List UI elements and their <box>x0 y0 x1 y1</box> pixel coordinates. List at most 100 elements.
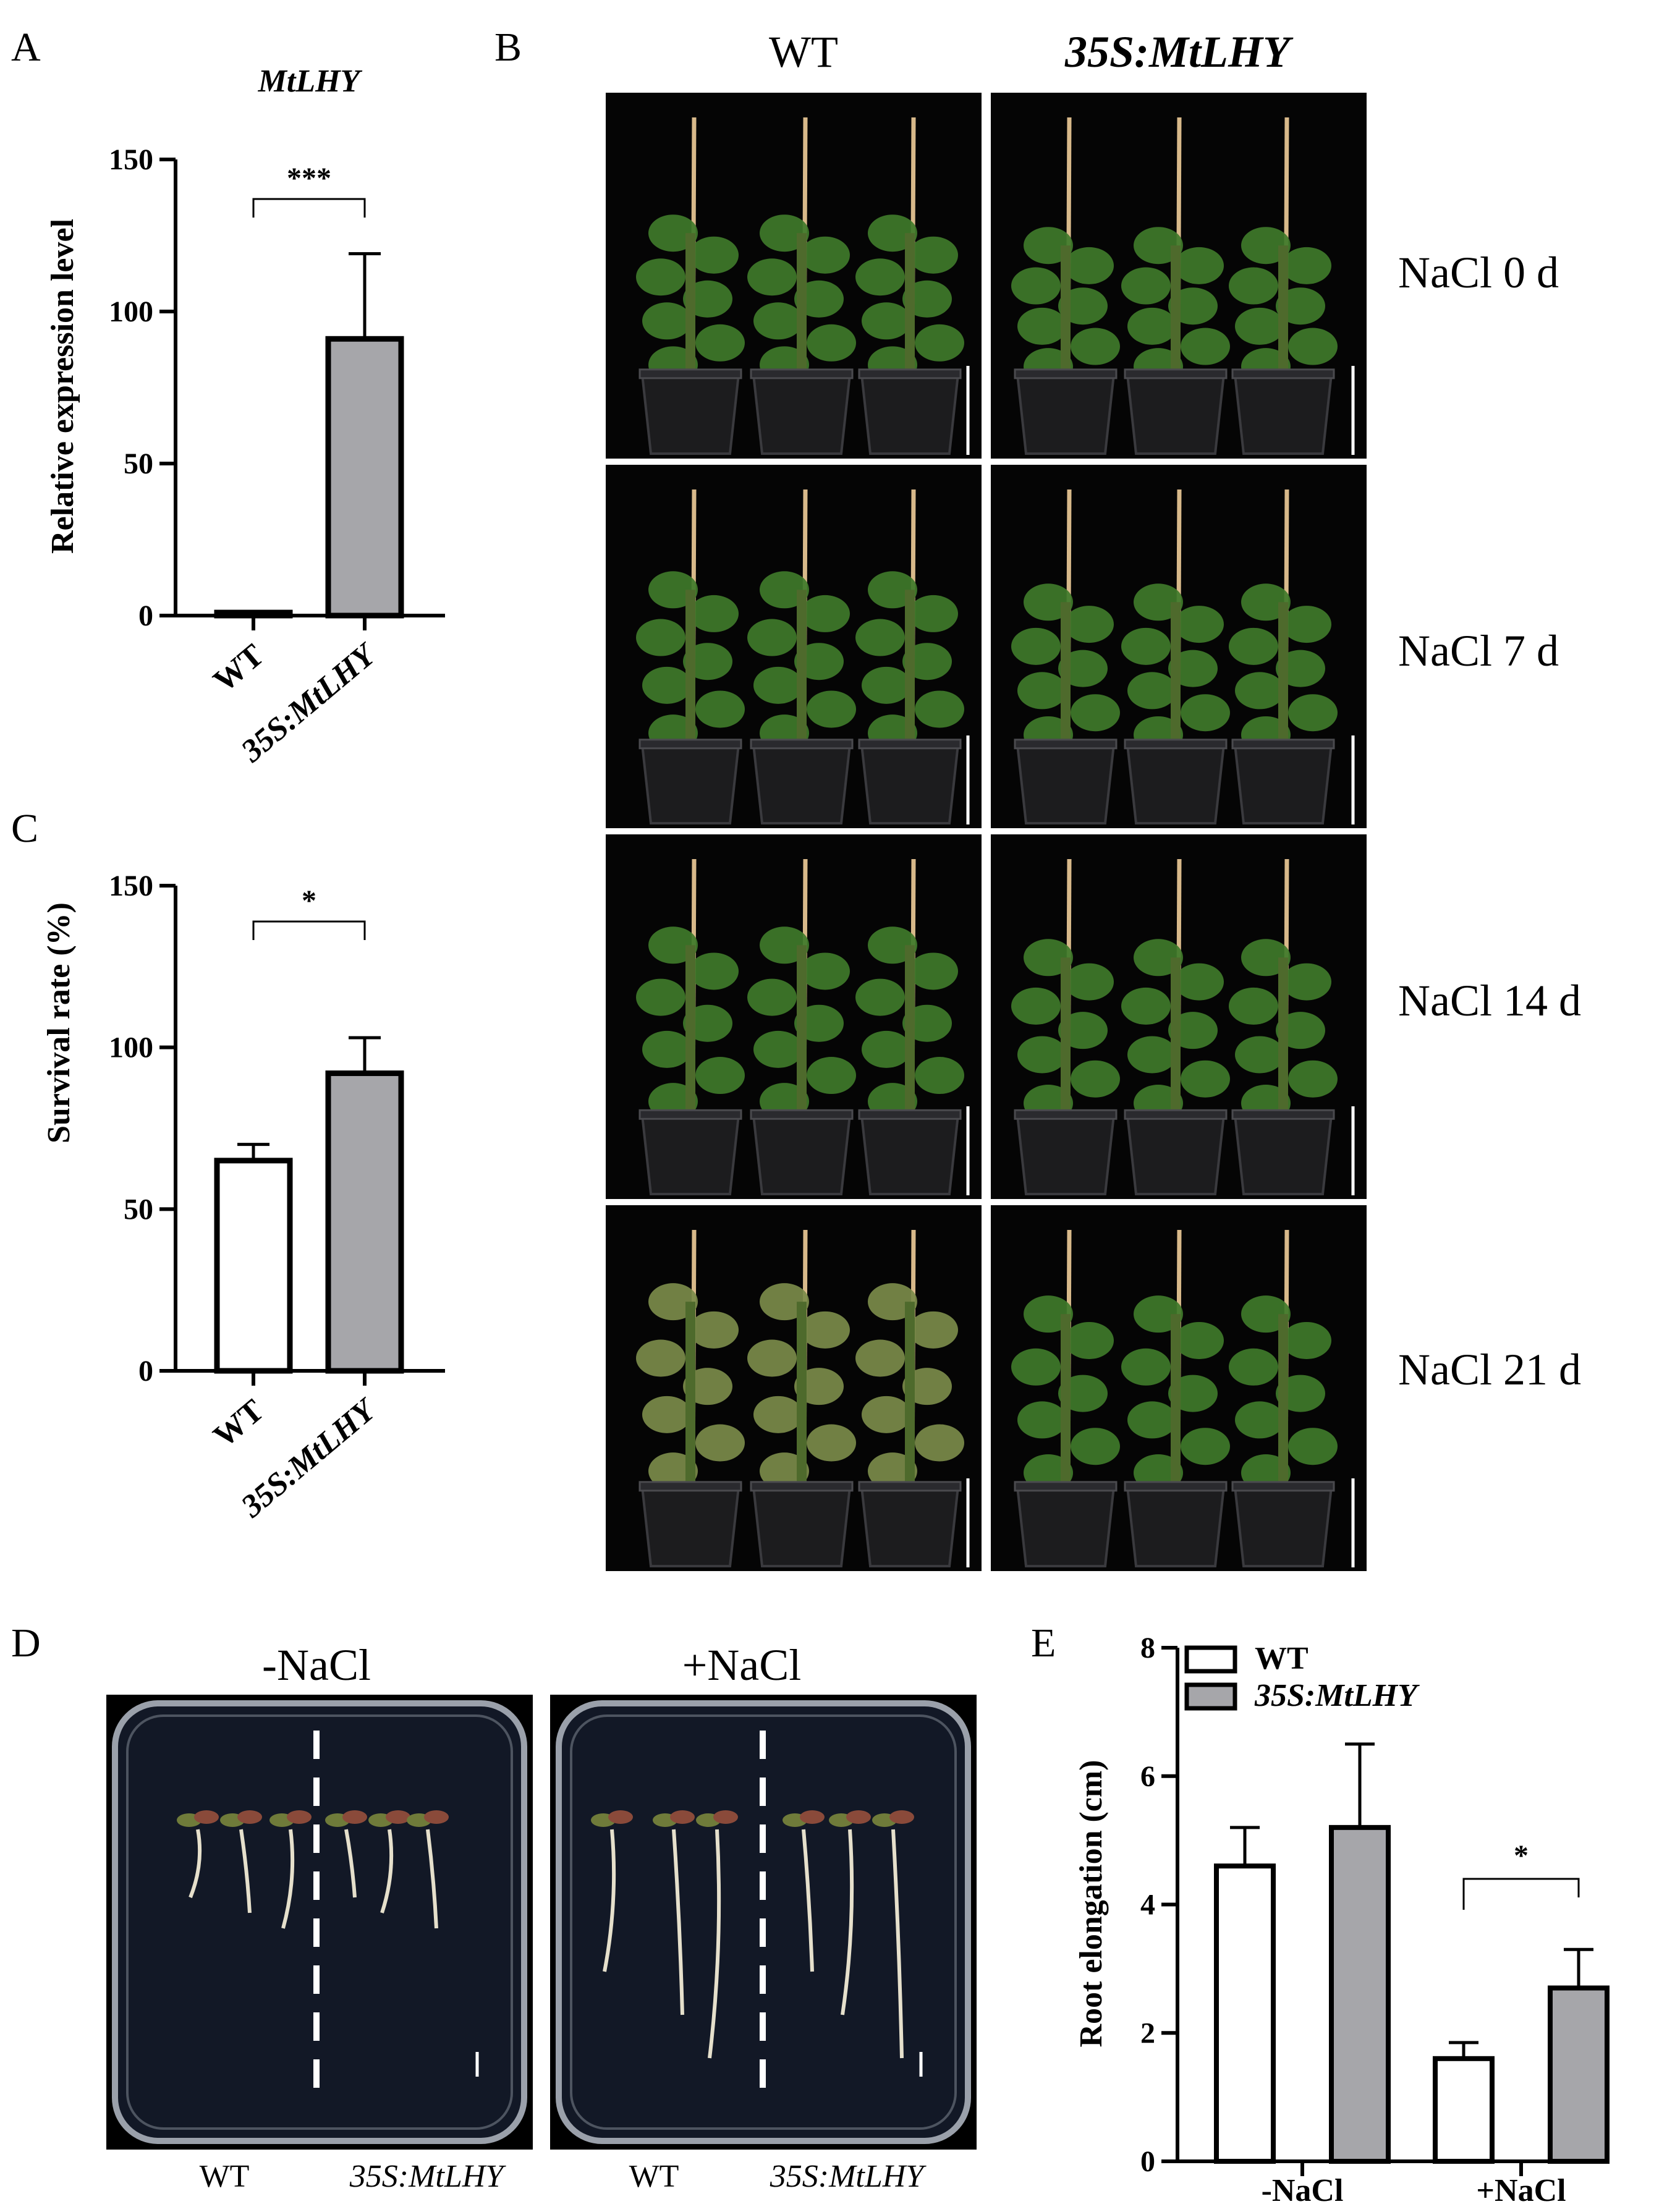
cotyledon <box>800 1810 825 1824</box>
plant <box>1229 117 1338 455</box>
leaf-cluster <box>1127 1036 1177 1074</box>
stem <box>1278 957 1288 1116</box>
leaf-cluster <box>862 666 911 704</box>
cotyledon <box>342 1810 367 1824</box>
pot <box>1016 743 1116 824</box>
legend-swatch-wt <box>1184 1645 1237 1674</box>
leaf-cluster <box>1288 328 1338 365</box>
legend-label-oe: 35S:MtLHY <box>1254 1678 1420 1713</box>
leaf-cluster <box>753 1030 803 1068</box>
plant <box>1011 1229 1120 1567</box>
plate-label-minus-nacl: -NaCl <box>262 1640 371 1690</box>
x-tick-label: WT <box>207 638 271 699</box>
leaf-cluster <box>1121 1348 1171 1386</box>
petri-plates <box>106 1695 977 2150</box>
row-label-0d: NaCl 0 d <box>1398 248 1559 297</box>
bar-wt <box>214 1158 293 1374</box>
significance-label: * <box>1514 1839 1529 1872</box>
stem <box>1061 1314 1071 1487</box>
leaf-cluster <box>1235 1036 1284 1074</box>
leaf-cluster <box>642 1396 692 1433</box>
leaf-cluster <box>689 1311 739 1349</box>
x-tick-label: -NaCl <box>1262 2173 1344 2208</box>
plant <box>1229 858 1338 1195</box>
plate-caption-wt-1: WT <box>200 2159 250 2194</box>
pot <box>860 373 960 455</box>
pot-rim <box>858 739 962 750</box>
leaf-cluster <box>747 619 797 656</box>
cotyledon <box>424 1810 449 1824</box>
stem <box>685 1302 695 1487</box>
row-label-21d: NaCl 21 d <box>1398 1345 1581 1394</box>
leaf-cluster <box>1011 1348 1061 1386</box>
leaf-cluster <box>800 595 850 632</box>
stem <box>1171 245 1181 375</box>
leaf-cluster <box>862 302 911 340</box>
petri-plate <box>106 1695 533 2150</box>
pot <box>1016 373 1116 455</box>
pot <box>860 1485 960 1567</box>
y-tick-label: 0 <box>138 600 153 632</box>
leaf-cluster <box>855 619 905 656</box>
cotyledon <box>670 1810 695 1824</box>
plant <box>636 117 745 455</box>
leaf-cluster <box>1017 1036 1067 1074</box>
photo-cell <box>991 834 1367 1199</box>
leaf-cluster <box>1011 627 1061 665</box>
leaf-cluster <box>747 258 797 296</box>
root <box>841 1829 854 2015</box>
leaf-cluster <box>862 1030 911 1068</box>
stem <box>905 590 915 745</box>
pot <box>752 743 852 824</box>
y-tick-label: 150 <box>109 143 153 176</box>
y-tick-label: 100 <box>109 1032 153 1064</box>
leaf-cluster <box>1282 1321 1331 1359</box>
pot-rim <box>1014 368 1118 379</box>
pot-rim <box>750 1109 854 1120</box>
leaf-cluster <box>642 666 692 704</box>
plant <box>747 1229 856 1567</box>
leaf-cluster <box>695 324 745 362</box>
root <box>344 1829 357 1898</box>
stem <box>685 590 695 745</box>
seedling <box>269 1810 312 1929</box>
photo-cell <box>606 93 982 459</box>
leaf-cluster <box>915 1057 964 1095</box>
plant <box>1011 117 1120 455</box>
leaf-cluster <box>636 978 685 1016</box>
pot-rim <box>858 1109 962 1120</box>
stem <box>685 233 695 375</box>
root <box>426 1829 438 1929</box>
leaf-cluster <box>1235 672 1284 710</box>
seedling <box>653 1810 695 2015</box>
seedling <box>407 1810 449 1929</box>
leaf-cluster <box>1288 1060 1338 1098</box>
leaf-cluster <box>1229 627 1278 665</box>
root <box>891 1829 904 2059</box>
pot <box>1233 1114 1333 1195</box>
leaf-cluster <box>695 1424 745 1462</box>
root <box>380 1829 394 1913</box>
pot-rim <box>1231 1109 1335 1120</box>
plant <box>1121 1229 1230 1567</box>
photo-cell <box>606 465 982 828</box>
plate-label-plus-nacl: +NaCl <box>682 1640 802 1690</box>
leaf-cluster <box>800 236 850 274</box>
leaf-cluster <box>636 619 685 656</box>
leaf-cluster <box>753 1396 803 1433</box>
panel-c: C Survival rate (%) 050100150WT35S:MtLHY… <box>11 806 445 1525</box>
pot-rim <box>638 1109 742 1120</box>
photo-cell <box>991 465 1367 828</box>
stem <box>1061 602 1071 745</box>
significance-bracket <box>1462 1878 1580 1910</box>
leaf-cluster <box>1121 627 1171 665</box>
leaf-cluster <box>1174 247 1224 284</box>
pot <box>1016 1485 1116 1567</box>
plant <box>636 1229 745 1567</box>
pot <box>752 1485 852 1567</box>
seedling <box>872 1810 914 2059</box>
leaf-cluster <box>1235 307 1284 345</box>
photo-cell <box>991 93 1367 459</box>
